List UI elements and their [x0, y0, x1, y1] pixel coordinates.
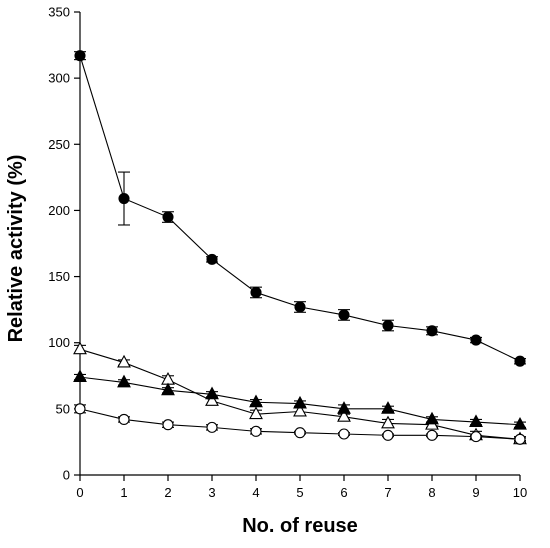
data-point: [294, 301, 306, 313]
y-ticks: 0 50 100 150 200 250 300 350: [48, 5, 80, 483]
x-tick-label: 7: [384, 485, 391, 500]
series-4: [74, 403, 526, 445]
data-point: [206, 421, 218, 433]
data-point: [249, 394, 263, 408]
data-point: [337, 409, 351, 422]
x-tick-label: 2: [164, 485, 171, 500]
data-point: [470, 431, 482, 443]
data-point: [161, 382, 175, 396]
series-line: [79, 55, 521, 362]
data-point: [513, 416, 527, 430]
data-point: [74, 50, 86, 62]
data-point: [117, 374, 131, 388]
data-point: [381, 401, 395, 414]
data-point: [117, 354, 131, 368]
y-tick-label: 250: [48, 137, 70, 152]
series-line: [79, 348, 521, 440]
data-point: [250, 425, 262, 437]
data-point: [514, 355, 526, 367]
series-3: [73, 369, 527, 430]
data-point: [426, 429, 438, 441]
data-point: [425, 411, 439, 425]
data-point: [426, 325, 438, 337]
data-point: [469, 414, 483, 428]
data-point: [162, 419, 174, 431]
y-axis-title: Relative activity (%): [5, 155, 27, 343]
data-point: [514, 433, 526, 445]
data-point: [382, 319, 394, 332]
data-point: [249, 406, 263, 420]
x-ticks: 0 1 2 3 4 5 6 7 8 9 10: [76, 475, 527, 500]
x-axis-title: No. of reuse: [242, 515, 358, 537]
data-point: [293, 395, 307, 409]
y-tick-label: 100: [48, 335, 70, 350]
data-point: [118, 413, 130, 425]
data-point: [73, 341, 87, 355]
data-point: [294, 427, 306, 439]
y-tick-label: 200: [48, 203, 70, 218]
data-point: [470, 334, 482, 346]
data-point: [293, 403, 307, 417]
data-point: [338, 309, 350, 321]
series-group: [73, 50, 527, 445]
data-point: [381, 415, 395, 429]
data-point: [73, 369, 87, 383]
x-tick-label: 5: [296, 485, 303, 500]
data-point: [162, 211, 174, 223]
data-point: [74, 403, 86, 415]
x-tick-label: 6: [340, 485, 347, 500]
x-tick-label: 9: [472, 485, 479, 500]
data-point: [337, 401, 351, 414]
x-tick-label: 8: [428, 485, 435, 500]
y-tick-label: 0: [63, 468, 70, 483]
x-tick-label: 0: [76, 485, 83, 500]
data-point: [338, 428, 350, 440]
y-tick-label: 350: [48, 5, 70, 20]
data-point: [250, 286, 262, 298]
x-tick-label: 4: [252, 485, 259, 500]
x-tick-label: 10: [513, 485, 527, 500]
x-tick-label: 3: [208, 485, 215, 500]
data-point: [205, 386, 219, 400]
data-point: [206, 253, 218, 265]
data-point: [205, 393, 219, 406]
data-point: [118, 192, 130, 205]
data-point: [382, 429, 394, 441]
y-tick-label: 50: [56, 401, 70, 416]
y-tick-label: 150: [48, 269, 70, 284]
x-tick-label: 1: [120, 485, 127, 500]
y-tick-label: 300: [48, 71, 70, 86]
series-1: [74, 50, 526, 367]
